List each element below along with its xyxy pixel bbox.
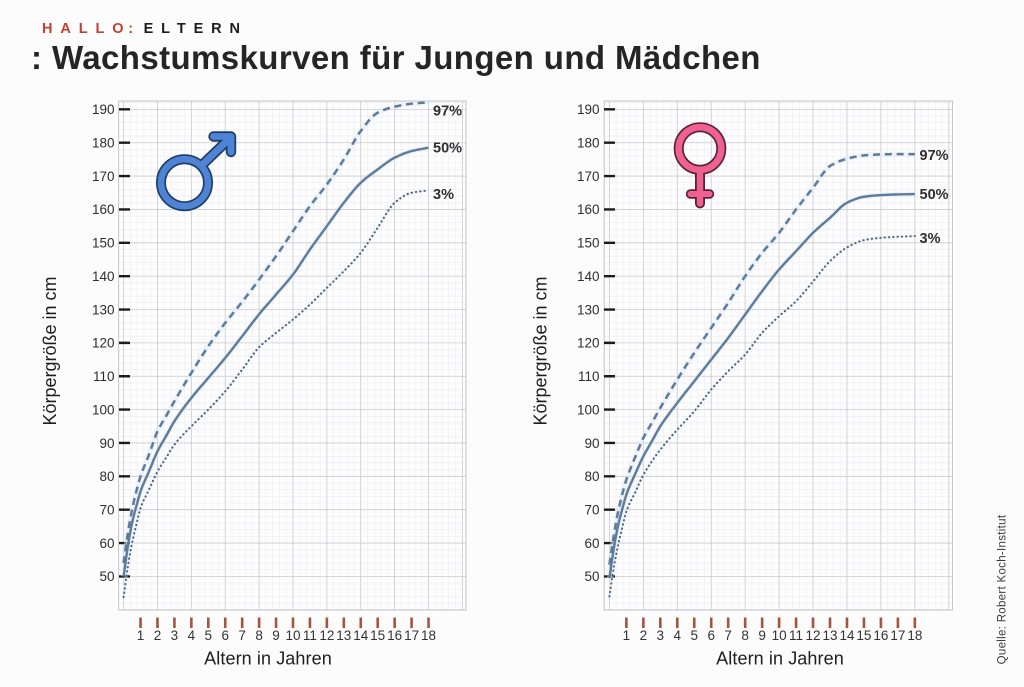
svg-text:5: 5 <box>205 628 213 643</box>
svg-text:50: 50 <box>99 569 114 584</box>
svg-text:10: 10 <box>285 628 300 643</box>
svg-text:10: 10 <box>772 628 787 643</box>
svg-text:180: 180 <box>577 136 600 151</box>
svg-text:140: 140 <box>92 269 115 284</box>
svg-text:15: 15 <box>856 628 871 643</box>
svg-text:90: 90 <box>99 436 114 451</box>
svg-text:6: 6 <box>707 628 715 643</box>
svg-text:60: 60 <box>584 536 599 551</box>
svg-text:9: 9 <box>272 628 280 643</box>
svg-text:11: 11 <box>303 628 317 643</box>
svg-text:100: 100 <box>92 402 115 417</box>
svg-text:50: 50 <box>584 569 599 584</box>
svg-text:Körpergröße in cm: Körpergröße in cm <box>40 276 60 425</box>
svg-text:2: 2 <box>640 628 648 643</box>
svg-text:1: 1 <box>137 628 145 643</box>
svg-text:120: 120 <box>92 336 115 351</box>
svg-text:2: 2 <box>154 628 162 643</box>
svg-text:130: 130 <box>92 302 115 317</box>
svg-text:Altern in Jahren: Altern in Jahren <box>204 649 332 669</box>
svg-text:3%: 3% <box>920 231 941 247</box>
svg-text:97%: 97% <box>920 148 949 164</box>
svg-text:3: 3 <box>171 628 179 643</box>
svg-text:17: 17 <box>404 628 419 643</box>
svg-text:3: 3 <box>657 628 665 643</box>
svg-text:18: 18 <box>907 628 922 643</box>
svg-text:190: 190 <box>92 102 115 117</box>
svg-text:7: 7 <box>238 628 246 643</box>
svg-text:80: 80 <box>99 469 114 484</box>
svg-text:97%: 97% <box>433 104 462 120</box>
svg-text:140: 140 <box>577 269 600 284</box>
svg-text:16: 16 <box>873 628 888 643</box>
svg-text:190: 190 <box>577 102 600 117</box>
svg-text:11: 11 <box>789 628 803 643</box>
svg-text:90: 90 <box>584 436 599 451</box>
svg-text:Altern in Jahren: Altern in Jahren <box>716 649 844 669</box>
svg-text:1: 1 <box>623 628 631 643</box>
svg-text:8: 8 <box>255 628 263 643</box>
svg-text:3%: 3% <box>433 187 454 203</box>
svg-text:50%: 50% <box>433 141 462 157</box>
svg-text:120: 120 <box>577 336 600 351</box>
svg-text:100: 100 <box>577 402 600 417</box>
svg-text:70: 70 <box>584 502 599 517</box>
svg-text:7: 7 <box>724 628 732 643</box>
svg-text:13: 13 <box>336 628 351 643</box>
svg-text:Körpergröße in cm: Körpergröße in cm <box>531 276 551 425</box>
svg-text:13: 13 <box>822 628 837 643</box>
svg-text:14: 14 <box>839 628 855 643</box>
svg-text:160: 160 <box>577 202 600 217</box>
svg-text:12: 12 <box>319 628 334 643</box>
svg-text:170: 170 <box>92 169 115 184</box>
svg-text:180: 180 <box>92 136 115 151</box>
svg-text:16: 16 <box>387 628 402 643</box>
svg-text:17: 17 <box>890 628 905 643</box>
svg-text:150: 150 <box>92 236 115 251</box>
svg-text:6: 6 <box>221 628 229 643</box>
svg-text:9: 9 <box>758 628 766 643</box>
svg-text:80: 80 <box>584 469 599 484</box>
svg-text:12: 12 <box>806 628 821 643</box>
svg-text:110: 110 <box>93 369 115 384</box>
svg-text:4: 4 <box>674 628 682 643</box>
svg-text:18: 18 <box>421 628 436 643</box>
svg-text:60: 60 <box>99 536 114 551</box>
svg-text:5: 5 <box>690 628 698 643</box>
svg-text:4: 4 <box>188 628 196 643</box>
svg-text:8: 8 <box>741 628 749 643</box>
svg-text:15: 15 <box>370 628 385 643</box>
svg-text:14: 14 <box>353 628 369 643</box>
svg-text:150: 150 <box>577 236 600 251</box>
svg-text:110: 110 <box>578 369 600 384</box>
svg-text:160: 160 <box>92 202 115 217</box>
svg-text:Quelle: Robert Koch-Institut: Quelle: Robert Koch-Institut <box>997 514 1009 664</box>
svg-text:70: 70 <box>99 502 114 517</box>
svg-text:50%: 50% <box>920 187 949 203</box>
svg-text:130: 130 <box>577 302 600 317</box>
svg-text:170: 170 <box>577 169 600 184</box>
